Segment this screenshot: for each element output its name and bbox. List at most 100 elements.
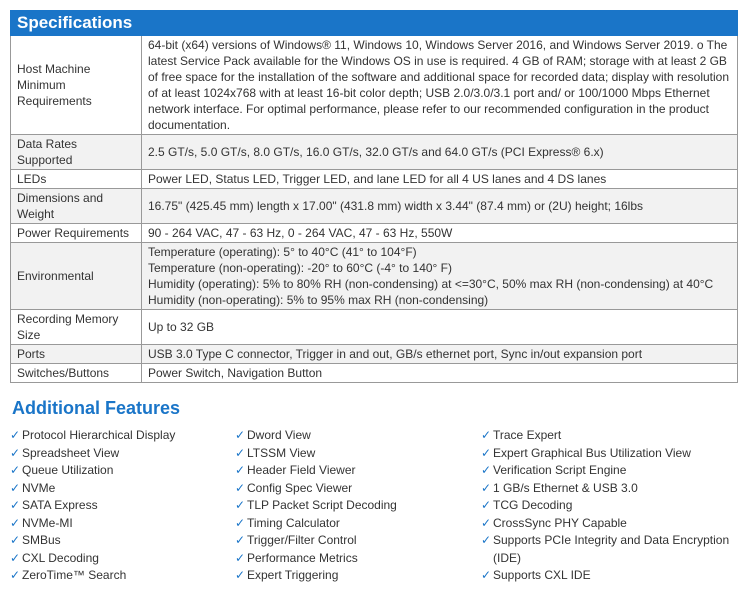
feature-item: ✓ Config Spec Viewer	[235, 480, 481, 498]
feature-label: Config Spec Viewer	[247, 480, 353, 495]
check-icon: ✓	[481, 463, 492, 477]
feature-label: Verification Script Engine	[493, 463, 627, 477]
feature-item: ✓ CrossSync PHY Capable	[481, 515, 736, 533]
check-icon: ✓	[235, 480, 246, 495]
check-icon: ✓	[10, 515, 21, 530]
specifications-title: Specifications	[10, 10, 738, 36]
feature-item: ✓ Protocol Hierarchical Display	[10, 427, 235, 445]
check-icon: ✓	[481, 428, 492, 442]
feature-label: NVMe-MI	[22, 515, 73, 530]
feature-label: Queue Utilization	[22, 463, 114, 477]
feature-label: LTSSM View	[247, 445, 316, 460]
check-icon: ✓	[10, 498, 21, 512]
check-icon: ✓	[481, 498, 492, 512]
check-icon: ✓	[235, 515, 246, 530]
spec-value-line: Temperature (non-operating): -20° to 60°…	[148, 261, 453, 275]
feature-label: Spreadsheet View	[22, 445, 120, 460]
spec-value-line: Temperature (operating): 5° to 40°C (41°…	[148, 245, 417, 259]
feature-label: Expert Graphical Bus Utilization View	[493, 445, 691, 460]
features-column-1: ✓ Protocol Hierarchical Display ✓ Spreadshe…	[10, 427, 235, 585]
check-icon: ✓	[10, 445, 21, 460]
spec-label: Host Machine Minimum Requirements	[10, 35, 142, 135]
check-icon: ✓	[10, 550, 21, 565]
feature-item: ✓ NVMe-MI	[10, 515, 235, 533]
spec-value: 64-bit (x64) versions of Windows® 11, Wi…	[141, 35, 738, 135]
check-icon: ✓	[10, 568, 21, 582]
feature-item: ✓ Expert Triggering	[235, 567, 481, 585]
feature-label: Trace Expert	[493, 428, 562, 442]
check-icon: ✓	[481, 533, 492, 547]
spec-row: LEDs Power LED, Status LED, Trigger LED, …	[10, 169, 738, 189]
specifications-table: Specifications Host Machine Minimum Requ…	[10, 10, 738, 383]
check-icon: ✓	[235, 568, 246, 582]
feature-item: ✓ LTSSM View	[235, 445, 481, 463]
check-icon: ✓	[235, 498, 246, 512]
additional-features-title: Additional Features	[12, 398, 181, 418]
feature-item: ✓ Dword View	[235, 427, 481, 445]
feature-label: Header Field Viewer	[247, 463, 356, 477]
check-icon: ✓	[235, 533, 246, 547]
check-icon: ✓	[10, 480, 21, 495]
feature-item: ✓ Timing Calculator	[235, 515, 481, 533]
spec-label: Data Rates Supported	[10, 134, 142, 170]
features-column-3: ✓ Trace Expert ✓ Expert Graphical Bus Utili…	[481, 427, 736, 585]
feature-item: ✓ TLP Packet Script Decoding	[235, 497, 481, 515]
spec-label: Ports	[10, 344, 142, 364]
feature-label: NVMe	[22, 480, 56, 495]
feature-label: Protocol Hierarchical Display	[22, 428, 176, 442]
check-icon: ✓	[10, 428, 21, 442]
check-icon: ✓	[481, 568, 492, 582]
features-columns: ✓ Protocol Hierarchical Display ✓ Spreadshe…	[10, 427, 738, 585]
feature-item: ✓ 1 GB/s Ethernet & USB 3.0	[481, 480, 736, 498]
check-icon: ✓	[235, 463, 246, 477]
feature-item: ✓ CXL Decoding	[10, 550, 235, 568]
spec-value: Temperature (operating): 5° to 40°C (41°…	[141, 242, 738, 310]
feature-item: ✓ Trigger/Filter Control	[235, 532, 481, 550]
check-icon: ✓	[481, 445, 492, 460]
feature-label: Dword View	[247, 428, 311, 442]
feature-item: ✓ Supports PCIe Integrity and Data Encryp…	[481, 532, 736, 567]
feature-item: ✓ Verification Script Engine	[481, 462, 736, 480]
feature-label: TLP Packet Script Decoding	[247, 498, 397, 512]
feature-label: Supports PCIe Integrity and Data Encrypt…	[493, 533, 730, 565]
feature-label: TCG Decoding	[493, 498, 573, 512]
check-icon: ✓	[10, 463, 21, 477]
feature-label: ZeroTime™ Search	[22, 568, 127, 582]
spec-label: Dimensions and Weight	[10, 188, 142, 224]
feature-item: ✓ Trace Expert	[481, 427, 736, 445]
spec-value: 2.5 GT/s, 5.0 GT/s, 8.0 GT/s, 16.0 GT/s,…	[141, 134, 738, 170]
feature-label: Expert Triggering	[247, 568, 339, 582]
spec-label: LEDs	[10, 169, 142, 189]
spec-label: Power Requirements	[10, 223, 142, 243]
spec-value: Up to 32 GB	[141, 309, 738, 345]
feature-item: ✓ Spreadsheet View	[10, 445, 235, 463]
feature-item: ✓ Header Field Viewer	[235, 462, 481, 480]
feature-label: Performance Metrics	[247, 550, 358, 565]
feature-label: SATA Express	[22, 498, 98, 512]
spec-value-line: Humidity (non-operating): 5% to 95% max …	[148, 293, 489, 307]
spec-row: Power Requirements 90 - 264 VAC, 47 - 63 …	[10, 223, 738, 243]
spec-row: Dimensions and Weight 16.75" (425.45 mm) …	[10, 188, 738, 224]
feature-item: ✓ SATA Express	[10, 497, 235, 515]
spec-value: Power LED, Status LED, Trigger LED, and …	[141, 169, 738, 189]
spec-row: Data Rates Supported 2.5 GT/s, 5.0 GT/s, …	[10, 134, 738, 170]
feature-label: CXL Decoding	[22, 550, 99, 565]
feature-label: Supports CXL IDE	[493, 568, 591, 582]
spec-row: Switches/Buttons Power Switch, Navigation…	[10, 363, 738, 383]
spec-row: Ports USB 3.0 Type C connector, Trigger i…	[10, 344, 738, 364]
spec-value: 16.75" (425.45 mm) length x 17.00" (431.…	[141, 188, 738, 224]
check-icon: ✓	[235, 428, 246, 442]
feature-item: ✓ Queue Utilization	[10, 462, 235, 480]
spec-row: Recording Memory Size Up to 32 GB	[10, 309, 738, 345]
feature-item: ✓ Expert Graphical Bus Utilization View	[481, 445, 736, 463]
feature-item: ✓ Supports CXL IDE	[481, 567, 736, 585]
feature-label: CrossSync PHY Capable	[493, 515, 627, 530]
spec-label: Environmental	[10, 242, 142, 310]
spec-value: Power Switch, Navigation Button	[141, 363, 738, 383]
check-icon: ✓	[235, 445, 246, 460]
feature-item: ✓ NVMe	[10, 480, 235, 498]
spec-value: USB 3.0 Type C connector, Trigger in and…	[141, 344, 738, 364]
spec-value: 90 - 264 VAC, 47 - 63 Hz, 0 - 264 VAC, 4…	[141, 223, 738, 243]
check-icon: ✓	[10, 533, 21, 547]
